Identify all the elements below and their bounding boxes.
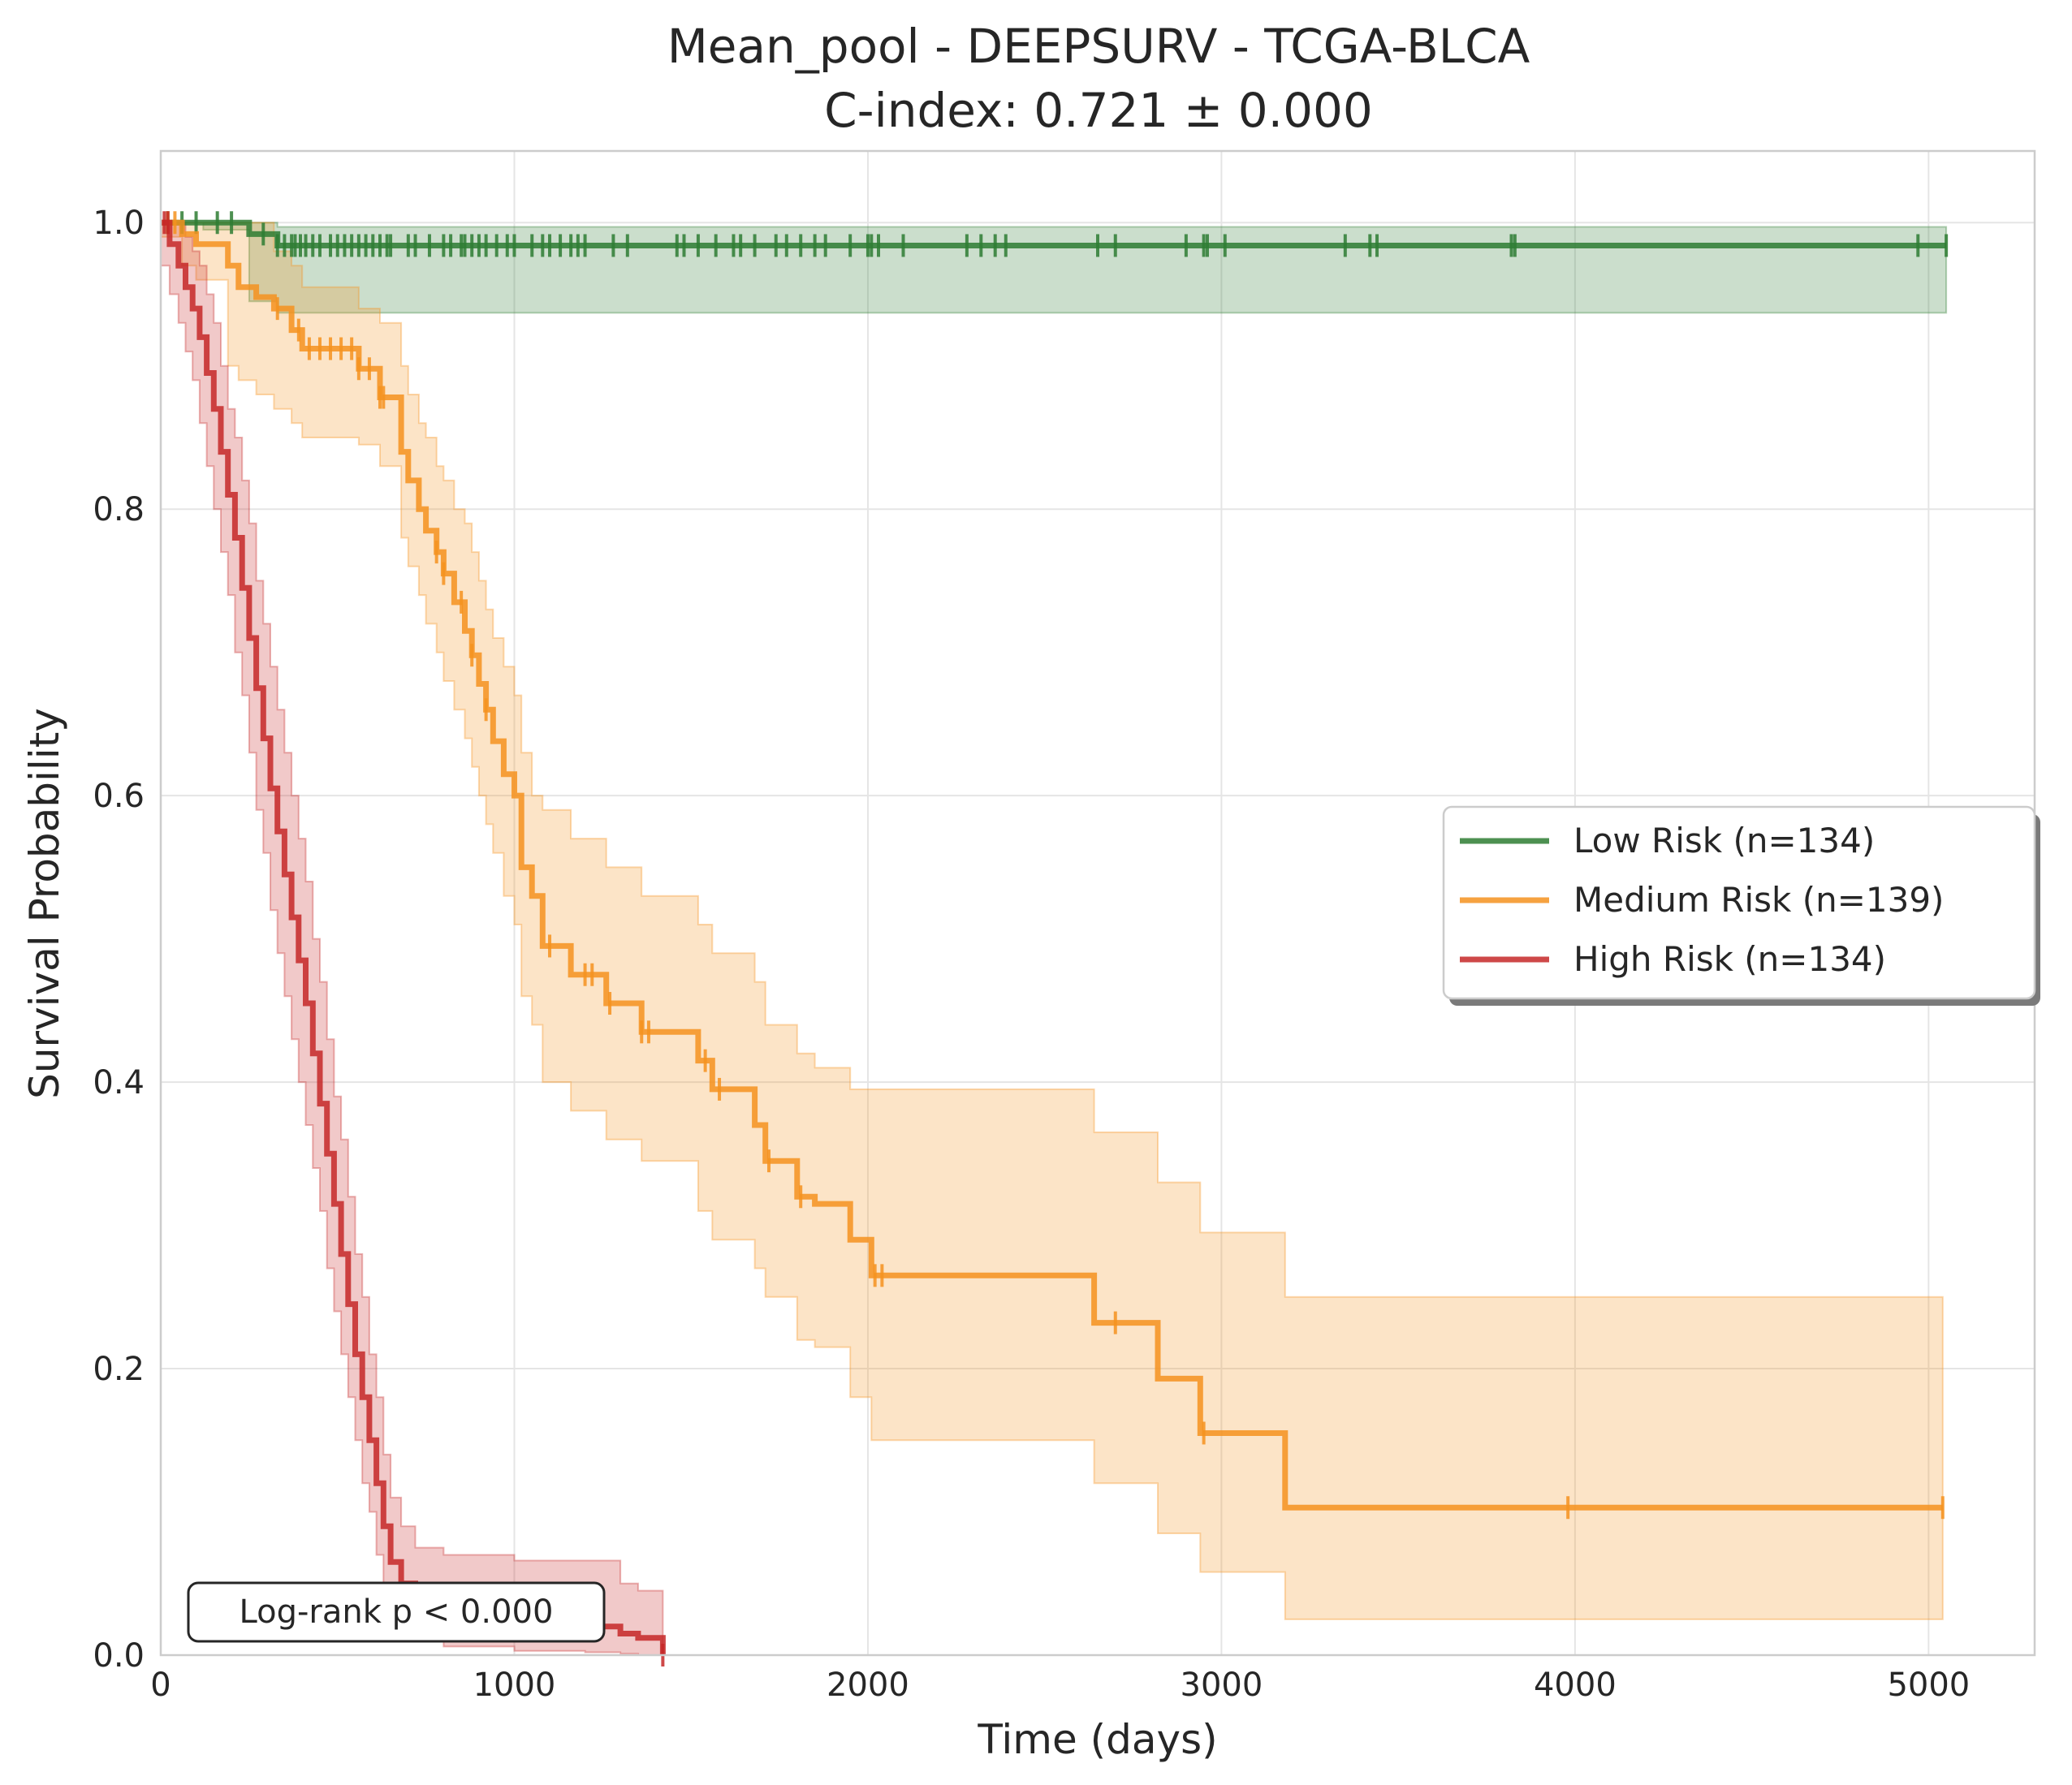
x-tick-label: 4000 bbox=[1534, 1666, 1617, 1704]
x-tick-label: 2000 bbox=[827, 1666, 909, 1704]
y-axis-label: Survival Probability bbox=[21, 708, 68, 1099]
chart-title: Mean_pool - DEEPSURV - TCGA-BLCA bbox=[667, 19, 1530, 74]
y-tick-label: 0.0 bbox=[93, 1637, 145, 1675]
x-axis-label: Time (days) bbox=[977, 1716, 1217, 1763]
legend-label-medium: Medium Risk (n=139) bbox=[1573, 880, 1944, 920]
y-tick-label: 1.0 bbox=[93, 205, 145, 242]
logrank-annotation: Log-rank p < 0.000 bbox=[188, 1583, 604, 1641]
x-tick-label: 3000 bbox=[1181, 1666, 1263, 1704]
x-tick-label: 0 bbox=[150, 1666, 171, 1704]
y-tick-label: 0.6 bbox=[93, 778, 145, 815]
y-tick-label: 0.4 bbox=[93, 1064, 145, 1102]
y-tick-label: 0.8 bbox=[93, 491, 145, 528]
y-tick-label: 0.2 bbox=[93, 1351, 145, 1388]
legend-label-high: High Risk (n=134) bbox=[1573, 939, 1886, 979]
x-tick-label: 5000 bbox=[1887, 1666, 1970, 1704]
chart-subtitle: C-index: 0.721 ± 0.000 bbox=[824, 83, 1373, 138]
legend: Low Risk (n=134) Medium Risk (n=139) High … bbox=[1444, 807, 2040, 1006]
legend-label-low: Low Risk (n=134) bbox=[1573, 821, 1875, 860]
annotation-text: Log-rank p < 0.000 bbox=[240, 1593, 554, 1631]
x-tick-label: 1000 bbox=[473, 1666, 556, 1704]
